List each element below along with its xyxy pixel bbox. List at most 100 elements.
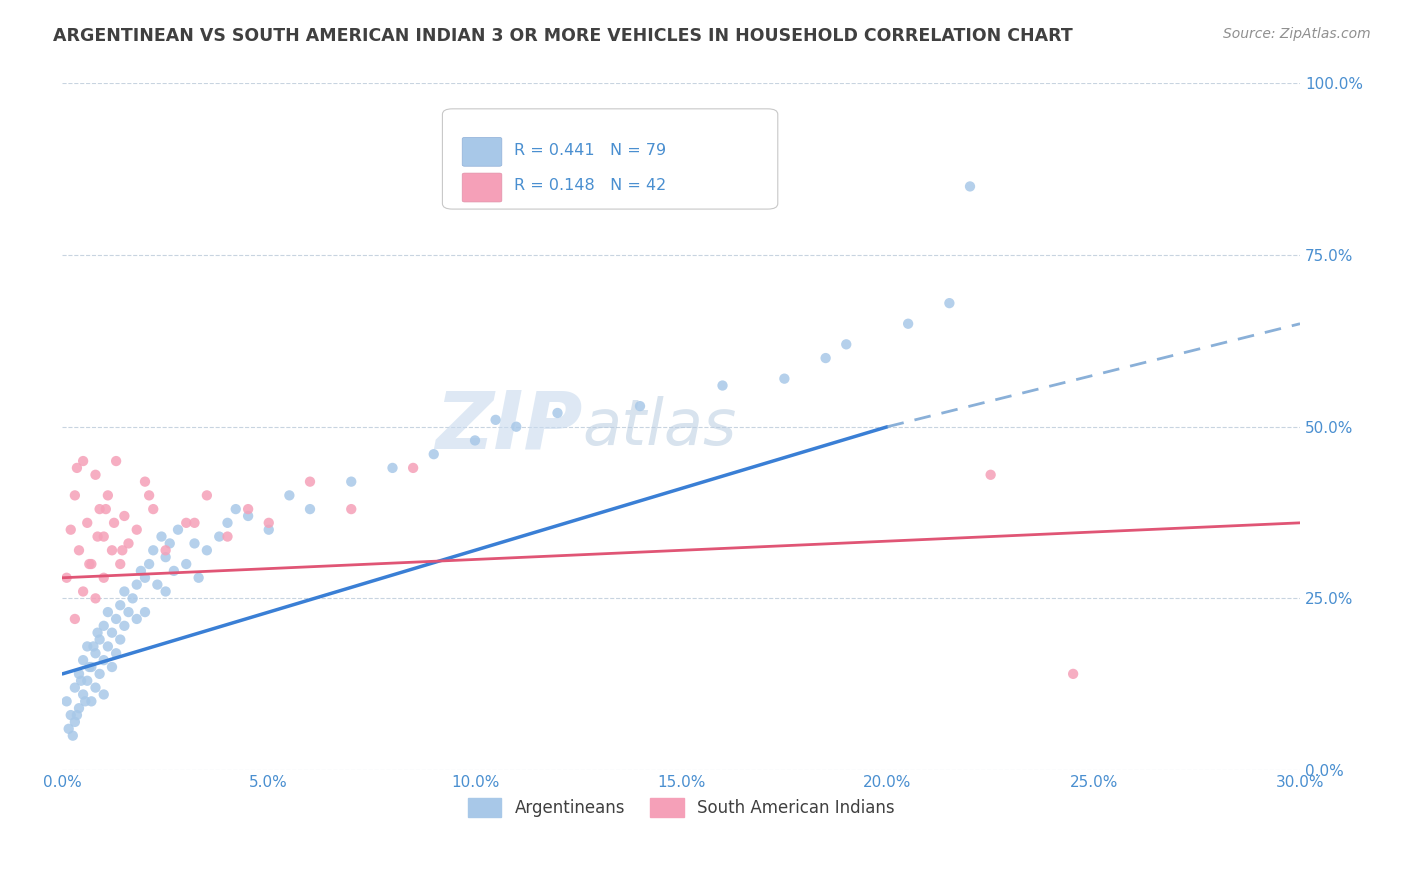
Point [121, 591, 143, 606]
Point [89, 666, 111, 681]
Text: R = 0.441   N = 79: R = 0.441 N = 79 [515, 143, 666, 158]
Point [257, 516, 280, 530]
Point [76, 673, 98, 688]
Point [93, 688, 115, 702]
Point [150, 530, 173, 544]
Text: atlas: atlas [582, 396, 737, 458]
Point [55, 694, 77, 708]
Point [485, 413, 508, 427]
Point [217, 530, 239, 544]
Point [142, 502, 165, 516]
Point [84, 681, 107, 695]
Point [67, 701, 90, 715]
Point [112, 619, 135, 633]
Point [134, 571, 156, 585]
Point [298, 502, 321, 516]
Point [59, 708, 82, 723]
Point [217, 516, 239, 530]
Point [72, 653, 94, 667]
Point [814, 351, 837, 365]
Point [897, 317, 920, 331]
Point [195, 488, 218, 502]
Point [105, 454, 128, 468]
Point [62, 729, 84, 743]
Point [174, 557, 197, 571]
Point [183, 516, 205, 530]
Point [67, 666, 90, 681]
Point [76, 640, 98, 654]
Point [89, 502, 111, 516]
Point [72, 688, 94, 702]
Point [134, 475, 156, 489]
Point [381, 461, 404, 475]
Point [959, 179, 981, 194]
Point [163, 564, 186, 578]
Point [298, 475, 321, 489]
Point [236, 502, 259, 516]
Point [84, 591, 107, 606]
Text: ZIP: ZIP [434, 388, 582, 466]
Point [86, 530, 108, 544]
Point [97, 605, 120, 619]
Point [72, 584, 94, 599]
Point [97, 488, 120, 502]
Point [58, 722, 80, 736]
Point [97, 640, 120, 654]
Point [711, 378, 734, 392]
Point [155, 543, 177, 558]
Point [938, 296, 960, 310]
Point [208, 530, 231, 544]
Point [835, 337, 858, 351]
Point [101, 660, 124, 674]
Point [129, 564, 152, 578]
Text: Source: ZipAtlas.com: Source: ZipAtlas.com [1223, 27, 1371, 41]
Point [174, 516, 197, 530]
Point [125, 577, 148, 591]
Point [159, 536, 181, 550]
Point [257, 523, 280, 537]
Point [112, 584, 135, 599]
Point [93, 571, 115, 585]
Point [101, 543, 124, 558]
FancyBboxPatch shape [463, 173, 502, 202]
Point [110, 599, 132, 613]
Point [80, 557, 103, 571]
Point [155, 550, 177, 565]
Point [773, 372, 796, 386]
Point [59, 523, 82, 537]
Point [980, 467, 1002, 482]
Point [236, 508, 259, 523]
Point [63, 714, 86, 729]
Point [155, 584, 177, 599]
Point [167, 523, 190, 537]
Point [63, 612, 86, 626]
Point [187, 571, 209, 585]
Point [105, 612, 128, 626]
Point [125, 612, 148, 626]
Point [117, 605, 139, 619]
Point [1062, 666, 1084, 681]
Point [80, 660, 103, 674]
Point [105, 646, 128, 660]
Point [110, 557, 132, 571]
Point [547, 406, 569, 420]
Point [79, 660, 101, 674]
Text: ARGENTINEAN VS SOUTH AMERICAN INDIAN 3 OR MORE VEHICLES IN HOUSEHOLD CORRELATION: ARGENTINEAN VS SOUTH AMERICAN INDIAN 3 O… [53, 27, 1073, 45]
Point [66, 708, 89, 723]
Point [146, 577, 169, 591]
Point [94, 502, 117, 516]
FancyBboxPatch shape [443, 109, 778, 209]
Point [464, 434, 486, 448]
Point [84, 467, 107, 482]
Point [55, 571, 77, 585]
Point [111, 543, 134, 558]
Point [340, 475, 363, 489]
Point [142, 543, 165, 558]
Point [117, 536, 139, 550]
Point [93, 619, 115, 633]
Point [195, 543, 218, 558]
Point [63, 681, 86, 695]
Point [63, 488, 86, 502]
Point [82, 640, 104, 654]
Point [93, 653, 115, 667]
